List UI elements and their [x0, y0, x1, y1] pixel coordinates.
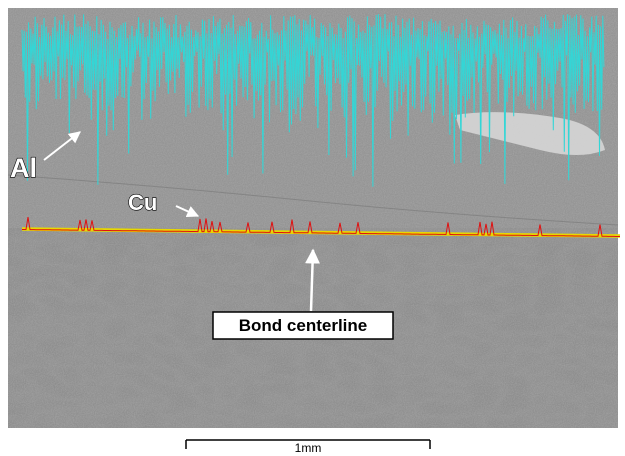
page: Al Cu Bond centerline 1mm (() => { const…	[0, 0, 625, 456]
cu-label: Cu	[128, 190, 157, 215]
scale-bar: 1mm	[186, 440, 430, 455]
al-label: Al	[10, 153, 37, 183]
bond-label: Bond centerline	[239, 316, 367, 335]
micrograph-figure: Al Cu Bond centerline 1mm	[0, 0, 625, 456]
scale-bar-label: 1mm	[295, 441, 322, 455]
